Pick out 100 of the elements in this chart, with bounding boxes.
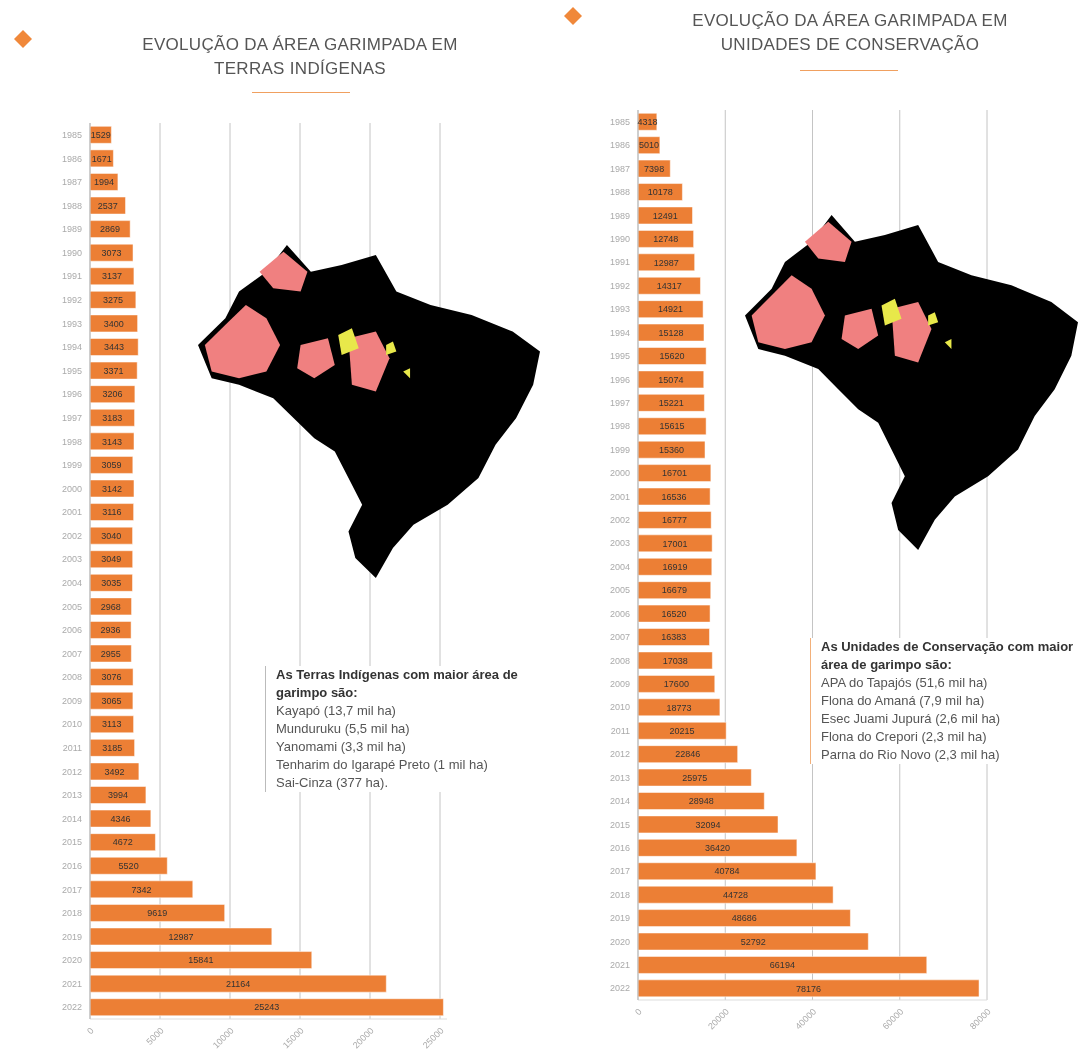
y-tick-label: 2012 — [61, 766, 82, 777]
y-tick-label: 2022 — [61, 1002, 82, 1013]
data-label: 2936 — [100, 625, 121, 636]
y-tick-label: 2001 — [61, 507, 82, 518]
data-label: 44728 — [723, 889, 749, 900]
annotation: Tenharim do Igarapé Preto (1 mil ha) — [276, 756, 489, 774]
y-tick-label: 2020 — [609, 936, 630, 947]
data-label: 15128 — [658, 327, 684, 338]
annotation: Esec Juami Jupurá (2,6 mil ha) — [821, 710, 1002, 728]
data-label: 36420 — [704, 843, 730, 854]
data-label: 21164 — [225, 978, 251, 989]
y-tick-label: 1993 — [61, 318, 82, 329]
data-label: 3049 — [101, 554, 122, 565]
data-label: 3400 — [103, 318, 124, 329]
y-tick-label: 2016 — [61, 860, 82, 871]
y-tick-label: 2011 — [62, 743, 82, 754]
y-tick-label: 2005 — [61, 601, 82, 612]
data-label: 16520 — [661, 608, 687, 619]
data-label: 3492 — [104, 766, 125, 777]
data-label: 2869 — [100, 224, 121, 235]
data-label: 5010 — [638, 140, 659, 151]
y-tick-label: 1988 — [61, 200, 82, 211]
y-tick-label: 1998 — [61, 436, 82, 447]
data-label: 2968 — [100, 601, 121, 612]
data-label: 3137 — [101, 271, 122, 282]
data-label: 16536 — [661, 491, 687, 502]
data-label: 4346 — [110, 813, 131, 824]
data-label: 1994 — [93, 177, 114, 188]
data-label: 3059 — [101, 460, 122, 471]
y-tick-label: 2010 — [61, 719, 82, 730]
y-tick-label: 2014 — [609, 796, 630, 807]
data-label: 16701 — [661, 468, 687, 479]
data-label: 15074 — [658, 374, 684, 385]
data-label: 3065 — [101, 695, 122, 706]
data-label: 17600 — [663, 679, 689, 690]
data-label: 40784 — [714, 866, 740, 877]
data-label: 1529 — [90, 130, 111, 140]
y-tick-label: 1996 — [61, 389, 82, 400]
y-tick-label: 1996 — [609, 374, 630, 385]
data-label: 2955 — [100, 648, 121, 659]
y-tick-label: 1991 — [61, 271, 82, 282]
data-label: 4672 — [112, 837, 133, 848]
y-tick-label: 2007 — [61, 648, 82, 659]
chart-title: EVOLUÇÃO DA ÁREA GARIMPADA EM UNIDADES DE CONSERVAÇÃO — [691, 10, 1009, 56]
data-label: 3113 — [102, 719, 122, 730]
y-tick-label: 2008 — [61, 672, 82, 683]
annotation: As Terras Indígenas com maior área de garimpo são: — [276, 666, 519, 702]
data-label: 9619 — [147, 908, 168, 919]
y-tick-label: 2013 — [609, 772, 630, 783]
data-label: 15620 — [659, 351, 685, 362]
annotation: Yanomami (3,3 mil ha) — [276, 738, 407, 756]
data-label: 3142 — [101, 483, 123, 494]
y-tick-label: 2015 — [61, 837, 82, 848]
data-label: 22846 — [675, 749, 701, 760]
data-label: 52792 — [740, 936, 766, 947]
data-label: 16919 — [662, 561, 688, 572]
y-tick-label: 2018 — [61, 908, 82, 919]
y-tick-label: 1995 — [609, 351, 630, 362]
data-label: 7398 — [644, 163, 665, 174]
y-tick-label: 1992 — [609, 280, 630, 291]
y-tick-label: 1986 — [609, 140, 630, 151]
y-tick-label: 2021 — [609, 960, 630, 971]
y-tick-label: 2007 — [609, 632, 630, 643]
y-tick-label: 2006 — [61, 625, 82, 636]
y-tick-label: 2002 — [609, 515, 630, 526]
x-tick-label: 0 — [633, 1006, 644, 1018]
data-label: 1671 — [91, 153, 112, 164]
y-tick-label: 2018 — [609, 889, 630, 900]
data-label: 25243 — [254, 1002, 280, 1013]
y-tick-label: 1990 — [61, 247, 82, 258]
data-label: 3073 — [101, 247, 122, 258]
data-label: 5520 — [118, 860, 139, 871]
y-tick-label: 2004 — [609, 561, 630, 572]
y-tick-label: 2003 — [61, 554, 82, 565]
chart-title: EVOLUÇÃO DA ÁREA GARIMPADA EM TERRAS INDÍGENAS — [141, 34, 459, 80]
data-label: 3116 — [102, 507, 122, 518]
data-label: 12491 — [652, 210, 678, 221]
y-tick-label: 2017 — [609, 866, 630, 877]
data-label: 3076 — [101, 672, 122, 683]
y-tick-label: 1986 — [61, 153, 82, 164]
y-tick-label: 2015 — [609, 819, 630, 830]
annotation: Parna do Rio Novo (2,3 mil ha) — [821, 746, 1001, 764]
annotation: Flona do Amaná (7,9 mil ha) — [821, 692, 986, 710]
y-tick-label: 1989 — [609, 210, 630, 221]
data-label: 3206 — [102, 389, 123, 400]
y-tick-label: 2014 — [61, 813, 82, 824]
y-tick-label: 2020 — [61, 955, 82, 966]
data-label: 12987 — [168, 931, 194, 942]
annotation: Kayapó (13,7 mil ha) — [276, 702, 397, 720]
data-label: 3185 — [102, 743, 123, 754]
data-label: 2537 — [97, 200, 118, 211]
y-tick-label: 1999 — [609, 444, 630, 455]
data-label: 18773 — [666, 702, 692, 713]
y-tick-label: 1994 — [61, 342, 82, 353]
y-tick-label: 1987 — [61, 177, 82, 188]
data-label: 15221 — [658, 398, 684, 409]
y-tick-label: 1985 — [61, 129, 82, 140]
data-label: 12987 — [653, 257, 679, 268]
data-label: 7342 — [131, 884, 152, 895]
y-tick-label: 2011 — [610, 725, 630, 736]
